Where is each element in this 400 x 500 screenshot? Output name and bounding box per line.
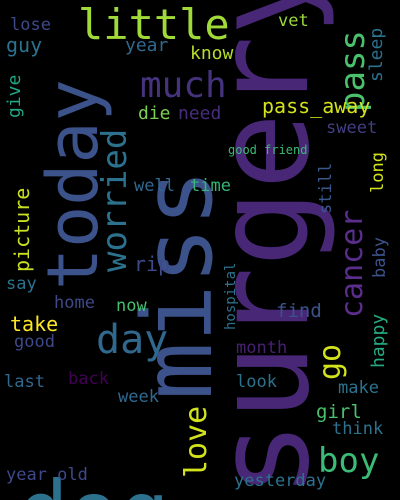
word-well: well [134, 176, 175, 196]
word-think: think [332, 419, 384, 439]
word-love: love [179, 405, 214, 478]
word-hospital: hospital [223, 262, 239, 330]
word-little: little [78, 0, 230, 49]
word-boy: boy [318, 441, 380, 481]
word-year-old: year old [6, 465, 88, 485]
word-go: go [313, 343, 348, 380]
word-pass-away: pass_away [262, 94, 371, 118]
word-miss: miss [122, 168, 234, 400]
word-sweet: sweet [326, 118, 378, 138]
word-day: day [96, 317, 169, 363]
word-month: month [236, 338, 288, 358]
word-say: say [6, 274, 37, 294]
word-now: now [116, 296, 147, 316]
word-time: time [190, 176, 231, 196]
word-make: make [338, 378, 379, 398]
word-lose: lose [10, 15, 51, 35]
word-know: know [190, 43, 234, 64]
word-year1: year [125, 35, 169, 56]
word-die: die [138, 103, 171, 124]
word-dog: dog [18, 470, 170, 500]
word-long: long [368, 152, 388, 193]
word-baby: baby [370, 237, 390, 278]
word-look: look [236, 372, 277, 392]
word-find: find [276, 300, 322, 322]
word-week: week [118, 387, 159, 407]
word-back: back [68, 369, 109, 389]
word-cancer: cancer [335, 209, 370, 318]
word-yesterday: yesterday [234, 471, 327, 491]
word-good: good [14, 332, 55, 352]
word-vet: vet [278, 11, 309, 31]
word-rip: rip [134, 252, 171, 276]
word-give: give [4, 74, 25, 118]
word-take: take [10, 312, 59, 336]
word-much: much [140, 65, 227, 106]
word-happy: happy [368, 313, 389, 368]
word-worried: worried [95, 128, 135, 272]
word-last: last [4, 372, 45, 392]
word-need: need [178, 103, 222, 124]
word-girl: girl [316, 401, 362, 423]
word-sleep: sleep [366, 27, 387, 82]
word-good-friend: good friend [228, 143, 308, 157]
word-guy: guy [6, 33, 43, 57]
word-picture: picture [10, 187, 34, 272]
word-still: still [316, 162, 336, 214]
word-home: home [54, 293, 95, 313]
